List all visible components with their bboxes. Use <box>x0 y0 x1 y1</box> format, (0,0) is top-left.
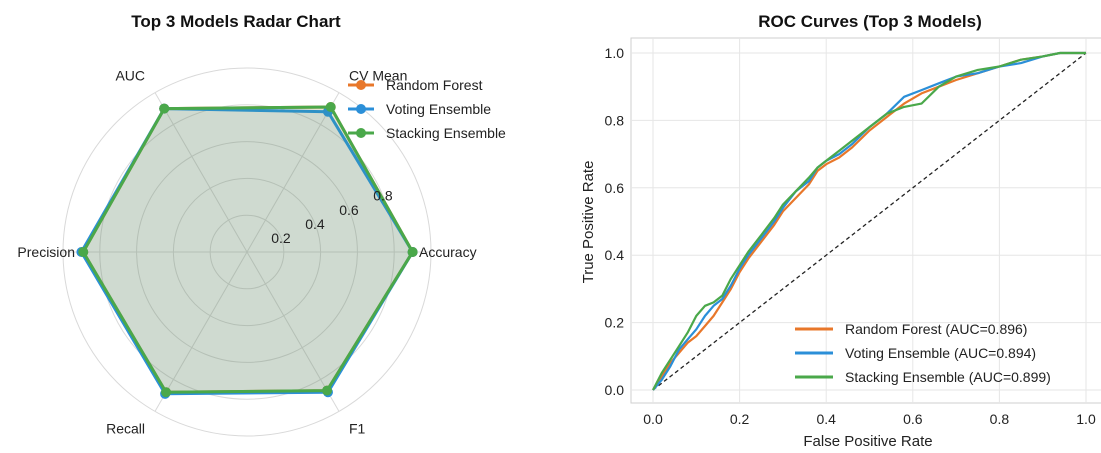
radar-category-precision: Precision <box>17 244 75 260</box>
radar-legend-label: Stacking Ensemble <box>386 125 506 141</box>
radar-point-stacking-ensemble <box>159 103 170 114</box>
radar-legend-label: Random Forest <box>386 77 483 93</box>
radar-series-stacking-ensemble <box>81 105 415 394</box>
roc-ytick-label: 0.8 <box>605 112 625 128</box>
roc-ylabel: True Positive Rate <box>580 161 597 284</box>
roc-ytick-label: 0.2 <box>605 315 625 331</box>
roc-series <box>652 51 1086 391</box>
radar-legend-label: Voting Ensemble <box>386 101 491 117</box>
roc-xtick-label: 0.2 <box>730 411 750 427</box>
radar-category-labels: Accuracy CV Mean AUC Precision Recall F1 <box>17 67 476 436</box>
roc-legend: Random Forest (AUC=0.896) Voting Ensemble… <box>795 321 1051 385</box>
radar-point-stacking-ensemble <box>322 385 333 396</box>
roc-ytick-label: 0.0 <box>605 382 625 398</box>
radar-legend: Random Forest Voting Ensemble Stacking Ens… <box>348 77 506 141</box>
radar-category-recall: Recall <box>106 421 145 437</box>
roc-chance-diagonal <box>652 52 1087 391</box>
roc-xlabel: False Positive Rate <box>803 433 932 450</box>
roc-curve-random-forest <box>652 51 1086 391</box>
roc-ytick-label: 0.6 <box>605 180 625 196</box>
radar-category-f1: F1 <box>349 421 366 437</box>
radar-legend-marker <box>356 80 366 90</box>
radar-spoke <box>246 92 340 253</box>
radar-spoke <box>154 92 248 253</box>
radar-category-accuracy: Accuracy <box>419 244 477 260</box>
radar-chart: Top 3 Models Radar Chart Accuracy CV Mean… <box>17 12 506 437</box>
radar-point-stacking-ensemble <box>78 247 89 257</box>
radar-series <box>76 101 418 399</box>
radar-category-cv-mean: CV Mean <box>349 67 407 83</box>
radar-point-stacking-ensemble <box>161 387 172 398</box>
radar-rtick-label: 0.6 <box>339 202 359 218</box>
roc-xtick-label: 0.6 <box>903 411 923 427</box>
roc-title: ROC Curves (Top 3 Models) <box>758 12 982 31</box>
radar-spoke <box>154 251 248 412</box>
radar-category-auc: AUC <box>115 67 145 83</box>
roc-xtick-label: 0.8 <box>990 411 1010 427</box>
radar-legend-marker <box>356 128 366 138</box>
radar-title: Top 3 Models Radar Chart <box>131 12 341 31</box>
roc-plot-frame <box>630 37 1101 404</box>
roc-legend-label: Voting Ensemble (AUC=0.894) <box>845 345 1036 361</box>
roc-tick-labels: 0.0 0.2 0.4 0.6 0.8 1.0 0.0 0.2 0.4 0.6 0.8 1.0 <box>605 45 1096 427</box>
radar-radial-ticks: 0.2 0.4 0.6 0.8 <box>271 188 393 246</box>
roc-ytick-label: 0.4 <box>605 247 625 263</box>
radar-spoke <box>246 251 340 412</box>
roc-grid <box>630 37 1101 404</box>
radar-point-stacking-ensemble <box>407 247 418 257</box>
roc-curve-voting-ensemble <box>652 51 1086 391</box>
roc-legend-label: Random Forest (AUC=0.896) <box>845 321 1027 337</box>
radar-point-stacking-ensemble <box>325 101 336 112</box>
roc-chart: ROC Curves (Top 3 Models) 0.0 0.2 0.4 0.6 0.… <box>580 12 1101 450</box>
radar-rtick-label: 0.2 <box>271 230 291 246</box>
roc-xtick-label: 0.0 <box>643 411 663 427</box>
radar-legend-marker <box>356 104 366 114</box>
roc-curve-stacking-ensemble <box>652 51 1086 391</box>
roc-xtick-label: 0.4 <box>816 411 836 427</box>
roc-xtick-label: 1.0 <box>1076 411 1096 427</box>
radar-rtick-label: 0.4 <box>305 216 325 232</box>
radar-rtick-label: 0.8 <box>373 188 393 204</box>
roc-ytick-label: 1.0 <box>605 45 625 61</box>
roc-legend-label: Stacking Ensemble (AUC=0.899) <box>845 369 1051 385</box>
radar-grid <box>62 67 432 437</box>
